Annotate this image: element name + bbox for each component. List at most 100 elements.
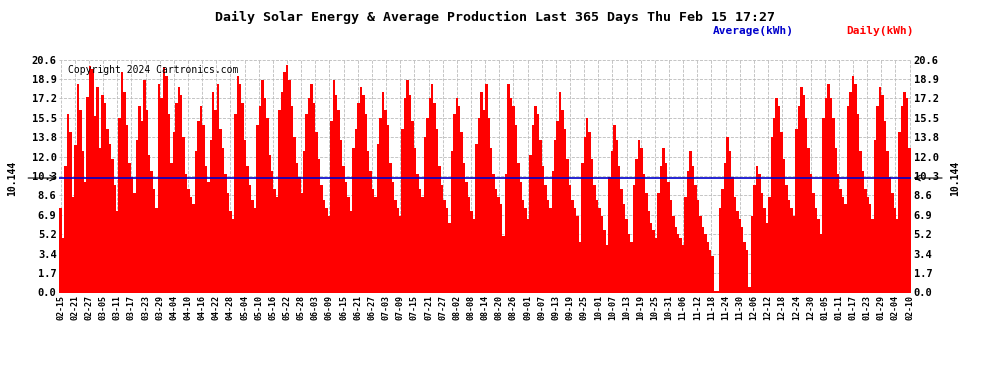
Bar <box>172 132 175 292</box>
Bar <box>803 95 805 292</box>
Bar <box>687 171 689 292</box>
Bar <box>881 95 884 292</box>
Bar <box>333 80 335 292</box>
Bar <box>109 144 111 292</box>
Bar <box>549 208 551 292</box>
Bar <box>837 174 840 292</box>
Bar <box>421 196 424 292</box>
Bar <box>392 182 394 292</box>
Bar <box>724 163 727 292</box>
Bar <box>131 177 134 292</box>
Bar <box>170 163 172 292</box>
Bar <box>182 137 185 292</box>
Bar <box>298 177 301 292</box>
Text: Daily(kWh): Daily(kWh) <box>846 26 914 36</box>
Bar <box>379 117 382 292</box>
Bar <box>618 166 621 292</box>
Bar <box>202 126 205 292</box>
Bar <box>510 98 512 292</box>
Bar <box>187 189 190 292</box>
Bar <box>291 106 293 292</box>
Bar <box>497 196 500 292</box>
Bar <box>621 189 623 292</box>
Bar <box>89 66 91 292</box>
Bar <box>554 140 556 292</box>
Bar <box>813 193 815 292</box>
Bar <box>256 126 258 292</box>
Bar <box>805 117 808 292</box>
Bar <box>116 211 119 292</box>
Bar <box>613 126 616 292</box>
Bar <box>682 245 684 292</box>
Bar <box>190 196 192 292</box>
Bar <box>522 200 525 292</box>
Bar <box>444 200 446 292</box>
Bar <box>414 148 416 292</box>
Bar <box>313 103 315 292</box>
Bar <box>150 171 152 292</box>
Bar <box>495 189 497 292</box>
Bar <box>470 211 473 292</box>
Bar <box>463 163 465 292</box>
Bar <box>439 166 441 292</box>
Bar <box>473 219 475 292</box>
Bar <box>894 208 896 292</box>
Bar <box>281 92 283 292</box>
Bar <box>500 204 502 292</box>
Bar <box>424 137 426 292</box>
Bar <box>389 163 392 292</box>
Bar <box>268 155 271 292</box>
Bar <box>490 148 492 292</box>
Bar <box>667 182 669 292</box>
Bar <box>431 84 434 292</box>
Bar <box>525 208 527 292</box>
Bar <box>800 87 803 292</box>
Bar <box>384 110 387 292</box>
Bar <box>212 92 215 292</box>
Text: 10.144: 10.144 <box>950 160 960 196</box>
Bar <box>362 95 364 292</box>
Bar <box>144 80 146 292</box>
Bar <box>581 163 583 292</box>
Bar <box>886 152 889 292</box>
Bar <box>126 126 129 292</box>
Bar <box>165 76 167 292</box>
Bar <box>628 234 631 292</box>
Bar <box>672 216 674 292</box>
Text: Daily Solar Energy & Average Production Last 365 Days Thu Feb 15 17:27: Daily Solar Energy & Average Production … <box>215 11 775 24</box>
Bar <box>139 106 141 292</box>
Bar <box>349 211 352 292</box>
Bar <box>460 132 463 292</box>
Bar <box>207 182 210 292</box>
Bar <box>81 152 84 292</box>
Bar <box>818 219 820 292</box>
Bar <box>458 106 460 292</box>
Bar <box>778 106 780 292</box>
Bar <box>328 216 330 292</box>
Bar <box>859 152 861 292</box>
Bar <box>266 117 268 292</box>
Bar <box>286 64 288 292</box>
Bar <box>598 208 601 292</box>
Bar <box>197 121 200 292</box>
Bar <box>909 148 911 292</box>
Bar <box>564 129 566 292</box>
Bar <box>124 92 126 292</box>
Bar <box>542 166 545 292</box>
Bar <box>426 117 429 292</box>
Bar <box>768 196 770 292</box>
Bar <box>406 80 409 292</box>
Bar <box>790 208 793 292</box>
Bar <box>409 95 411 292</box>
Bar <box>808 148 810 292</box>
Bar <box>394 200 397 292</box>
Bar <box>755 166 758 292</box>
Bar <box>478 117 480 292</box>
Bar <box>707 242 709 292</box>
Bar <box>141 121 144 292</box>
Bar <box>192 204 195 292</box>
Bar <box>210 140 212 292</box>
Bar <box>61 238 64 292</box>
Bar <box>846 106 849 292</box>
Bar <box>155 208 157 292</box>
